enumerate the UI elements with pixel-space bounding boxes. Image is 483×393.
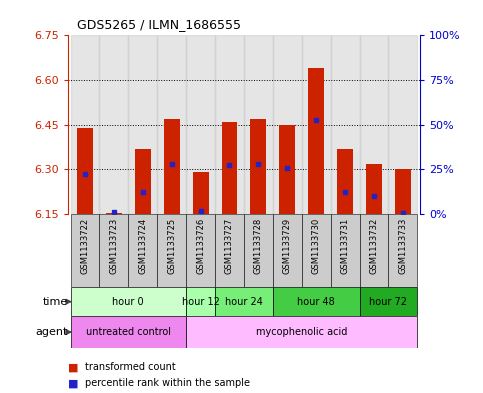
Bar (215, 35, 244, 214)
Bar (186, 316, 417, 348)
Bar (308, 68, 324, 214)
Text: ■: ■ (68, 362, 78, 373)
Bar (331, 214, 359, 287)
Bar (186, 287, 215, 316)
Bar (388, 214, 417, 287)
Text: GSM1133730: GSM1133730 (312, 218, 321, 274)
Text: GSM1133725: GSM1133725 (167, 218, 176, 274)
Bar (388, 35, 417, 214)
Bar (193, 173, 209, 214)
Text: GSM1133722: GSM1133722 (81, 218, 89, 274)
Bar (359, 287, 417, 316)
Bar (337, 149, 353, 214)
Text: untreated control: untreated control (86, 327, 171, 337)
Text: GDS5265 / ILMN_1686555: GDS5265 / ILMN_1686555 (77, 18, 242, 31)
Bar (359, 35, 388, 214)
Text: GSM1133731: GSM1133731 (341, 218, 350, 274)
Text: hour 12: hour 12 (182, 297, 219, 307)
Bar (359, 214, 388, 287)
Bar (366, 163, 382, 214)
Bar (302, 214, 331, 287)
Bar (302, 35, 331, 214)
Text: GSM1133728: GSM1133728 (254, 218, 263, 274)
Bar (77, 128, 93, 214)
Text: GSM1133723: GSM1133723 (109, 218, 118, 274)
Text: mycophenolic acid: mycophenolic acid (256, 327, 347, 337)
Bar (71, 316, 186, 348)
Text: hour 48: hour 48 (298, 297, 335, 307)
Bar (244, 35, 273, 214)
Bar (99, 214, 128, 287)
Text: GSM1133733: GSM1133733 (398, 218, 407, 274)
Bar (273, 214, 302, 287)
Text: percentile rank within the sample: percentile rank within the sample (85, 378, 250, 388)
Text: transformed count: transformed count (85, 362, 175, 373)
Text: GSM1133732: GSM1133732 (369, 218, 379, 274)
Bar (128, 35, 157, 214)
Bar (164, 119, 180, 214)
Text: agent: agent (35, 327, 68, 337)
Bar (215, 287, 273, 316)
Bar (71, 35, 99, 214)
Bar (186, 35, 215, 214)
Text: hour 72: hour 72 (369, 297, 408, 307)
Bar (222, 122, 238, 214)
Bar (244, 214, 273, 287)
Bar (273, 35, 302, 214)
Bar (250, 119, 266, 214)
Bar (135, 149, 151, 214)
Text: GSM1133726: GSM1133726 (196, 218, 205, 274)
Bar (331, 35, 359, 214)
Text: GSM1133727: GSM1133727 (225, 218, 234, 274)
Bar (71, 287, 186, 316)
Bar (128, 214, 157, 287)
Text: hour 0: hour 0 (113, 297, 144, 307)
Bar (99, 35, 128, 214)
Bar (279, 125, 295, 214)
Text: GSM1133729: GSM1133729 (283, 218, 292, 274)
Bar (186, 214, 215, 287)
Text: hour 24: hour 24 (225, 297, 263, 307)
Text: ■: ■ (68, 378, 78, 388)
Bar (71, 214, 99, 287)
Bar (273, 287, 359, 316)
Bar (215, 214, 244, 287)
Bar (157, 214, 186, 287)
Bar (395, 169, 411, 214)
Bar (106, 213, 122, 214)
Text: GSM1133724: GSM1133724 (138, 218, 147, 274)
Text: time: time (43, 297, 68, 307)
Bar (157, 35, 186, 214)
